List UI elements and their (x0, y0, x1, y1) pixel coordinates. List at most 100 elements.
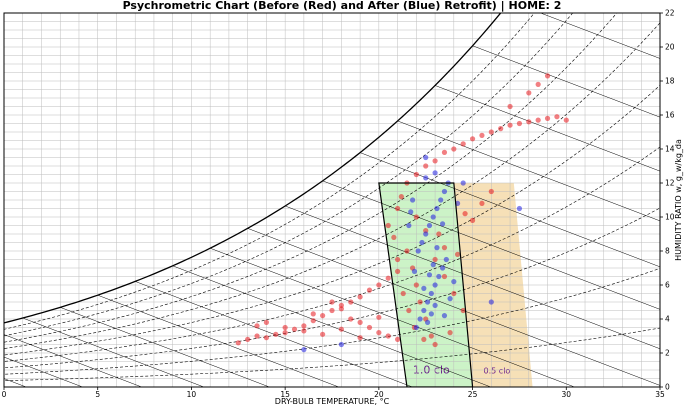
data-point-series-1 (408, 209, 414, 215)
data-point-series-0 (366, 287, 373, 293)
data-point-series-0 (460, 141, 466, 147)
data-point-series-0 (282, 324, 288, 331)
x-tick-label: 5 (95, 390, 100, 399)
y-tick-label: 10 (665, 213, 675, 222)
data-point-series-1 (423, 154, 429, 161)
data-point-series-1 (417, 316, 423, 322)
wet-bulb-line (247, 228, 660, 386)
data-point-series-0 (376, 330, 382, 336)
wet-bulb-line (360, 152, 660, 268)
data-point-series-0 (301, 323, 307, 329)
data-point-series-0 (413, 214, 419, 220)
data-point-series-1 (413, 324, 419, 331)
data-point-series-1 (423, 231, 429, 237)
data-point-series-0 (329, 307, 335, 314)
data-point-series-0 (432, 341, 438, 348)
data-point-series-0 (320, 331, 326, 337)
wet-bulb-line (97, 294, 339, 387)
data-point-series-0 (385, 222, 391, 229)
wet-bulb-line (434, 85, 660, 172)
data-point-series-0 (348, 299, 354, 305)
data-point-series-0 (469, 136, 476, 142)
data-point-series-0 (366, 324, 373, 331)
data-point-series-0 (507, 122, 513, 128)
data-point-series-0 (462, 211, 468, 217)
data-point-series-1 (428, 290, 434, 297)
rh-curve-0 (4, 13, 502, 324)
data-point-series-0 (348, 316, 354, 322)
data-point-series-0 (235, 340, 241, 346)
data-point-series-0 (263, 335, 269, 341)
data-point-series-0 (516, 120, 523, 127)
y-tick-label: 16 (665, 111, 675, 120)
data-point-series-1 (441, 188, 448, 195)
data-point-series-0 (320, 313, 326, 319)
data-point-series-0 (488, 188, 494, 195)
wet-bulb-line (60, 307, 270, 387)
wet-bulb-line (539, 13, 660, 59)
wet-bulb-line (285, 205, 660, 350)
data-point-series-0 (395, 336, 401, 342)
plot-frame (3, 12, 661, 388)
wet-bulb-lines (4, 0, 685, 387)
x-tick-label: 30 (562, 390, 572, 399)
y-tick-label: 6 (665, 281, 670, 290)
rh-curve-5 (4, 84, 660, 356)
data-point-series-1 (301, 347, 307, 353)
data-point-series-0 (263, 319, 269, 325)
data-point-series-1 (443, 256, 449, 263)
data-point-series-0 (469, 217, 476, 223)
data-point-series-0 (451, 146, 457, 152)
rh-curve-1 (4, 13, 535, 330)
data-point-series-0 (488, 129, 494, 135)
data-point-series-1 (432, 302, 438, 308)
data-point-series-0 (404, 248, 410, 254)
data-point-series-0 (447, 330, 453, 336)
x-axis-ticks: 0 5 10 15 20 25 30 35 (2, 387, 665, 399)
rh-curve-8 (4, 268, 660, 375)
wet-bulb-line (22, 317, 204, 387)
y-tick-label: 8 (665, 247, 670, 256)
data-point-series-1 (451, 279, 457, 285)
y-tick-label: 2 (665, 349, 670, 358)
data-point-series-1 (434, 205, 440, 212)
data-point-series-0 (498, 126, 504, 132)
data-point-series-1 (439, 221, 446, 227)
rh-curve-7 (4, 207, 660, 369)
data-point-series-0 (338, 326, 344, 332)
data-point-series-1 (439, 265, 446, 271)
x-axis-label: DRY-BULB TEMPERATURE, °C (275, 397, 390, 406)
data-point-series-0 (507, 103, 513, 110)
data-point-series-1 (447, 296, 453, 302)
data-point-series-1 (488, 299, 494, 305)
data-point-series-0 (291, 326, 298, 332)
data-point-series-0 (329, 299, 335, 305)
y-tick-label: 4 (665, 315, 670, 324)
data-point-series-1 (438, 197, 444, 203)
data-point-series-0 (535, 117, 541, 123)
data-point-series-0 (357, 319, 363, 325)
data-point-series-1 (421, 307, 427, 314)
data-point-series-1 (421, 285, 427, 291)
data-point-series-0 (413, 282, 419, 288)
data-point-series-0 (454, 251, 461, 257)
data-point-series-0 (406, 307, 412, 314)
wet-bulb-line (172, 265, 491, 387)
data-point-series-1 (432, 170, 438, 176)
y-tick-label: 18 (665, 77, 675, 86)
wet-bulb-line (397, 120, 660, 222)
data-point-series-0 (563, 117, 569, 123)
data-point-series-0 (385, 275, 391, 281)
data-point-series-0 (436, 231, 442, 237)
wet-bulb-line (548, 0, 685, 387)
data-point-series-0 (395, 205, 401, 212)
wet-bulb-line (4, 334, 142, 387)
data-point-series-0 (526, 119, 532, 125)
data-point-series-0 (310, 318, 316, 324)
rh-curve-3 (4, 13, 618, 343)
data-point-series-0 (376, 282, 382, 288)
x-tick-label: 10 (187, 390, 197, 399)
y-axis-ticks: 0 2 4 6 8 10 12 14 16 18 20 22 (660, 9, 675, 392)
wet-bulb-line (585, 0, 685, 387)
data-point-series-0 (451, 290, 457, 297)
